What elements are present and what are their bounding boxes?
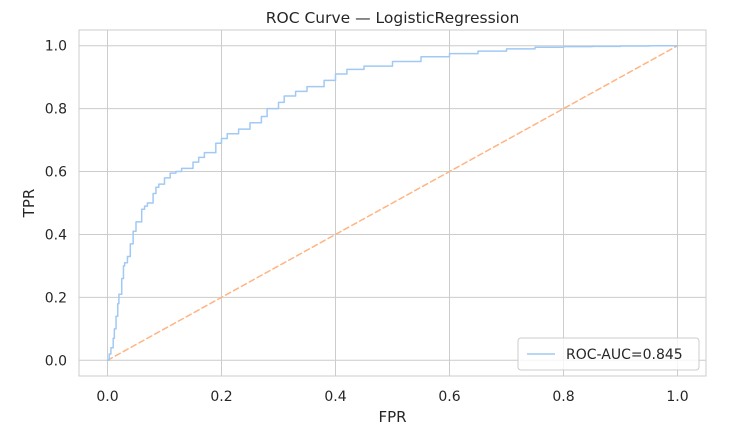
y-tick-label: 0.8 bbox=[45, 102, 67, 118]
x-tick-label: 0.0 bbox=[96, 389, 118, 405]
series-layer bbox=[106, 44, 679, 362]
plot-frame bbox=[78, 29, 707, 377]
legend-box bbox=[517, 337, 700, 371]
y-tick-label: 0.4 bbox=[45, 227, 67, 243]
y-tick-label: 0.6 bbox=[45, 165, 67, 181]
x-axis-label: FPR bbox=[378, 408, 406, 426]
x-tick-label: 0.8 bbox=[552, 389, 574, 405]
y-tick-label: 0.2 bbox=[45, 290, 67, 306]
y-tick-label: 1.0 bbox=[45, 39, 67, 55]
y-tick-label: 0.0 bbox=[45, 353, 67, 369]
legend: ROC-AUC=0.845 bbox=[517, 337, 700, 371]
x-tick-label: 0.4 bbox=[324, 389, 346, 405]
roc-curve-line bbox=[106, 44, 679, 362]
y-axis-label: TPR bbox=[20, 189, 38, 219]
x-tick-label: 1.0 bbox=[666, 389, 688, 405]
chart-title: ROC Curve — LogisticRegression bbox=[266, 9, 520, 27]
legend-label: ROC-AUC=0.845 bbox=[566, 347, 683, 363]
x-tick-label: 0.2 bbox=[210, 389, 232, 405]
grid-layer bbox=[79, 30, 706, 376]
x-tick-label: 0.6 bbox=[438, 389, 460, 405]
chance-diagonal-line bbox=[106, 44, 679, 362]
tick-layer: 0.0 0.2 0.4 0.6 0.8 1.0 0.0 0.2 0.4 0.6 0.8 1.0 bbox=[45, 39, 689, 405]
